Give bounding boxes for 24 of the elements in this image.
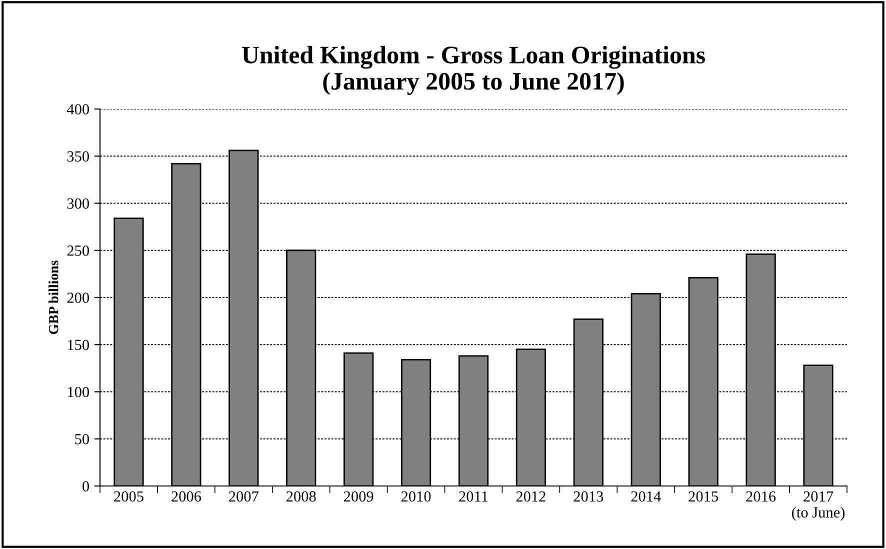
y-tick-label: 0 xyxy=(82,481,89,492)
x-tick-label: 2017 (to June) xyxy=(792,491,845,521)
x-tick-label: 2005 xyxy=(114,491,144,502)
y-axis-title: GBP billions xyxy=(48,260,58,334)
x-tick-label: 2015 xyxy=(688,491,718,502)
x-tick-label: 2007 xyxy=(229,491,258,502)
x-tick-label: 2014 xyxy=(631,491,661,502)
y-tick-label: 250 xyxy=(67,246,89,256)
y-tick-label: 50 xyxy=(75,434,89,444)
y-tick-label: 100 xyxy=(68,386,89,398)
chart-title: United Kingdom - Gross Loan Originations (January 2005 to June 2017) xyxy=(242,46,705,95)
x-tick-label: 2008 xyxy=(286,491,316,502)
y-tick-label: 200 xyxy=(67,292,89,303)
x-tick-label: 2011 xyxy=(459,491,488,502)
x-tick-label: 2010 xyxy=(401,491,431,502)
y-tick-label: 150 xyxy=(68,340,89,350)
x-tick-label: 2012 xyxy=(516,491,546,502)
x-tick-label: 2009 xyxy=(344,491,374,502)
y-tick-label: 300 xyxy=(67,198,89,209)
y-tick-label: 400 xyxy=(66,104,89,114)
x-tick-label: 2016 xyxy=(746,491,776,502)
x-tick-label: 2013 xyxy=(574,491,604,502)
y-tick-label: 350 xyxy=(67,151,89,162)
x-tick-label: 2006 xyxy=(172,491,202,502)
